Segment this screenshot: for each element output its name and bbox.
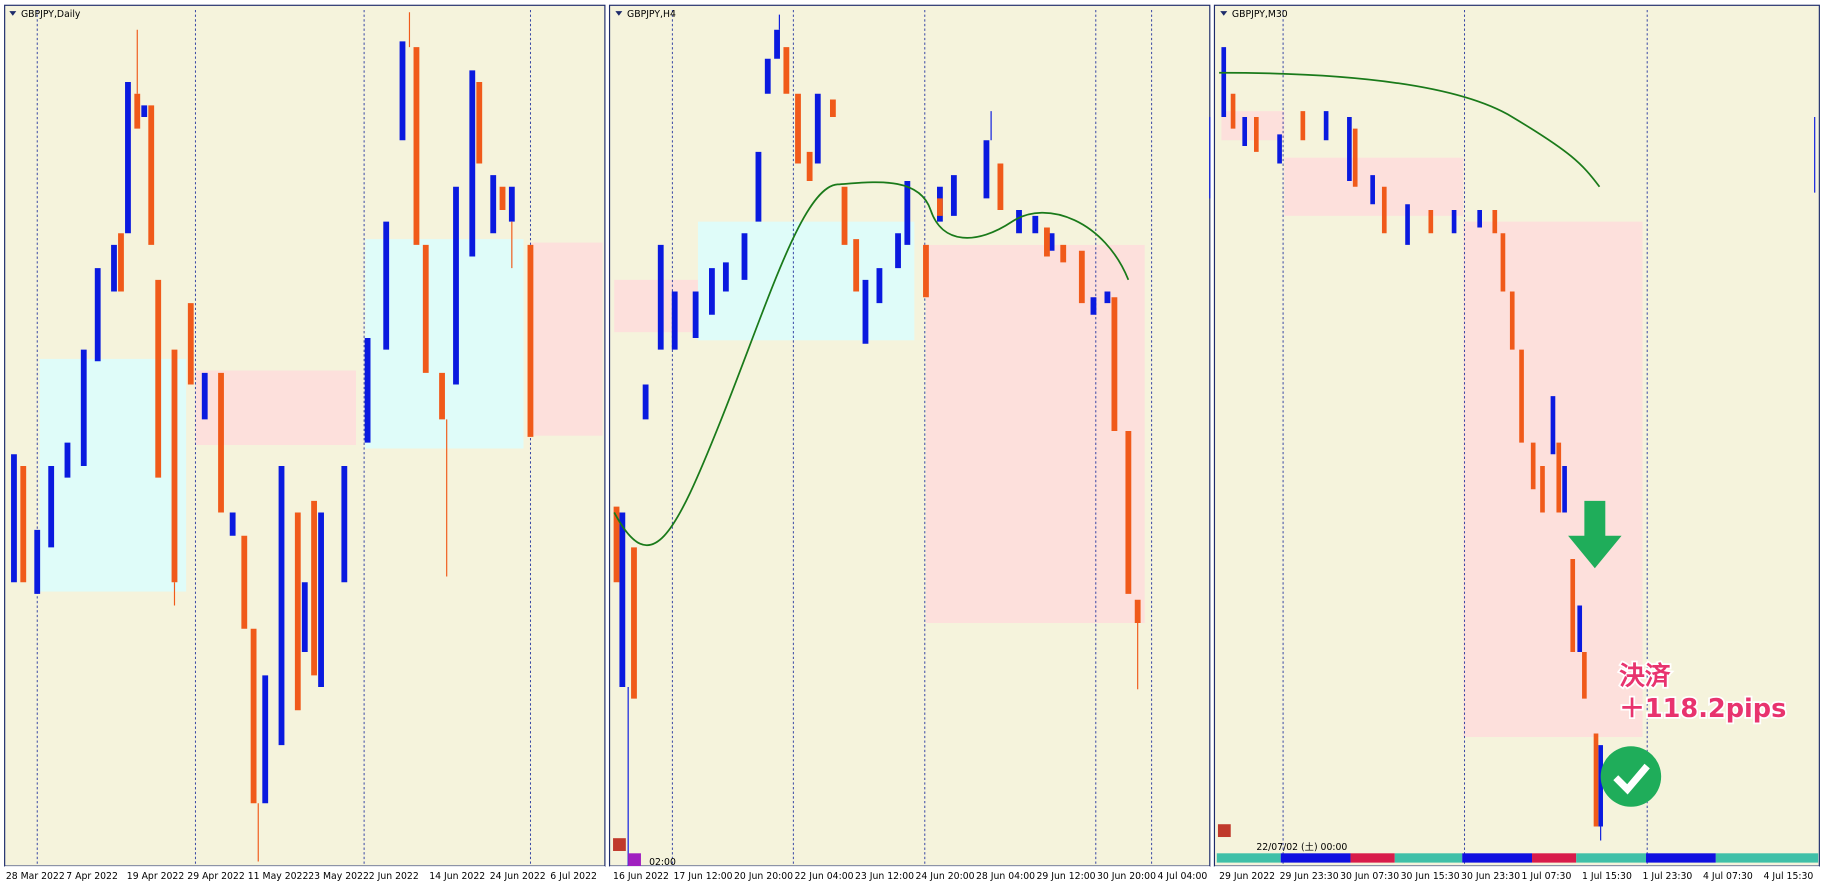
panel-m30: 決済 ＋118.2pips 22/07/02 (土) 00:00	[1209, 4, 1820, 885]
x-axis-label: 17 Jun 12:00	[674, 871, 733, 882]
x-axis-label: 23 Jun 12:00	[855, 871, 914, 882]
x-axis-label: 29 Jun 23:30	[1280, 871, 1339, 882]
x-axis-label: 30 Jun 20:00	[1097, 871, 1156, 882]
x-axis-label: 2 Jun 2022	[369, 871, 419, 882]
x-axis-label: 1 Jul 23:30	[1643, 871, 1693, 882]
x-axis-label: 4 Jul 07:30	[1703, 871, 1753, 882]
x-axis-label: 11 May 2022	[248, 871, 309, 882]
time-label: 22/07/02 (土) 00:00	[1256, 841, 1347, 853]
annotation: ＋118.2pips	[1619, 694, 1786, 724]
x-axis-label: 6 Jul 2022	[550, 871, 597, 882]
x-axis-label: 29 Apr 2022	[187, 871, 244, 882]
x-axis-label: 23 May 2022	[308, 871, 369, 882]
x-axis-label: 30 Jun 07:30	[1340, 871, 1399, 882]
x-axis-label: 24 Jun 20:00	[915, 871, 974, 882]
x-axis-label: 7 Apr 2022	[66, 871, 118, 882]
x-axis-label: 29 Jun 12:00	[1036, 871, 1095, 882]
x-axis-label: 19 Apr 2022	[127, 871, 184, 882]
annotation: 決済	[1619, 661, 1671, 692]
arrow-down	[1568, 500, 1622, 569]
x-axis-label: 1 Jul 07:30	[1522, 871, 1572, 882]
x-axis-label: 1 Jul 15:30	[1582, 871, 1632, 882]
x-axis-label: 28 Jun 04:00	[976, 871, 1035, 882]
panel-daily	[4, 4, 606, 885]
panel-title: GBPJPY,Daily	[21, 9, 81, 20]
x-axis-label: 22 Jun 04:00	[795, 871, 854, 882]
panel-title: GBPJPY,H4	[627, 9, 676, 20]
x-axis-label: 24 Jun 2022	[490, 871, 546, 882]
panel-title: GBPJPY,M30	[1232, 9, 1288, 20]
panel-menu[interactable]	[1220, 11, 1228, 16]
x-axis-label: 4 Jul 15:30	[1764, 871, 1814, 882]
labels: GBPJPY,Daily 28 Mar 2022 7 Apr 2022 19 Apr …	[6, 9, 1814, 882]
panel-menu[interactable]	[615, 11, 623, 16]
panel-menu[interactable]	[9, 11, 17, 16]
time-label: 02:00	[649, 857, 676, 868]
x-axis-label: 4 Jul 04:00	[1157, 871, 1207, 882]
check-icon	[1600, 746, 1662, 807]
x-axis-label: 20 Jun 20:00	[734, 871, 793, 882]
x-axis-label: 28 Mar 2022	[6, 871, 65, 882]
x-axis-label: 14 Jun 2022	[429, 871, 485, 882]
x-axis-label: 30 Jun 23:30	[1461, 871, 1520, 882]
x-axis-label: 30 Jun 15:30	[1401, 871, 1460, 882]
panel-h4: 02:00	[608, 4, 1211, 885]
x-axis-label: 29 Jun 2022	[1219, 871, 1275, 882]
x-axis-label: 16 Jun 2022	[613, 871, 669, 882]
